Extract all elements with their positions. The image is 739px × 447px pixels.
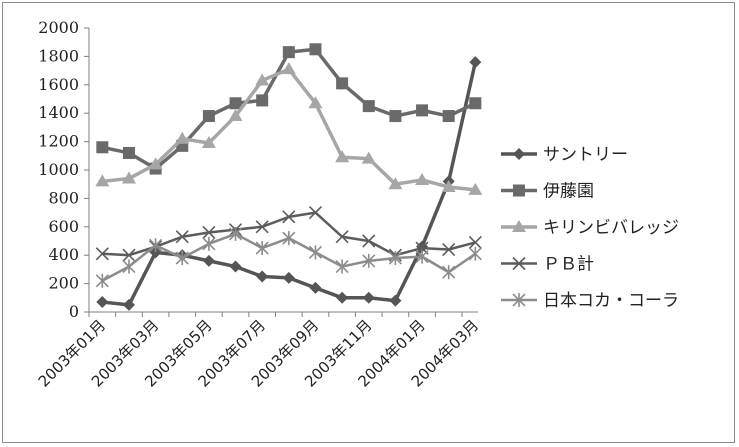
data-point-series-2 — [122, 146, 135, 159]
data-point-series-5 — [415, 249, 429, 264]
legend-marker — [512, 293, 526, 307]
data-point-series-4 — [308, 206, 323, 220]
y-tick-label: 1800 — [38, 46, 79, 65]
legend-marker — [512, 220, 526, 232]
y-tick-label: 1600 — [38, 75, 79, 94]
data-point-series-5 — [362, 253, 376, 268]
data-point-series-1 — [389, 294, 402, 307]
data-point-series-5 — [149, 238, 163, 253]
chart-frame — [2, 2, 735, 443]
data-point-series-5 — [282, 231, 296, 246]
data-point-series-3 — [175, 131, 190, 144]
data-point-series-5 — [228, 226, 243, 241]
legend-label: 日本コカ・コーラ — [543, 291, 679, 311]
data-point-series-3 — [388, 177, 403, 190]
data-point-series-3 — [281, 62, 296, 75]
data-point-series-3 — [308, 96, 323, 109]
data-point-series-3 — [148, 157, 163, 170]
y-tick-label: 400 — [48, 245, 79, 264]
data-point-series-4 — [95, 247, 109, 261]
data-point-series-2 — [416, 104, 429, 117]
data-point-series-5 — [308, 245, 323, 260]
data-point-series-3 — [121, 171, 136, 184]
legend-label: 伊藤園 — [543, 182, 594, 202]
y-tick-label: 800 — [48, 188, 79, 207]
legend-label: キリンビバレッジ — [543, 218, 679, 238]
data-point-series-5 — [468, 246, 482, 261]
data-point-series-3 — [361, 151, 376, 164]
legend-marker — [512, 256, 526, 271]
data-point-series-2 — [389, 110, 402, 123]
data-point-series-3 — [255, 73, 270, 86]
data-point-series-4 — [255, 220, 269, 234]
legend-label: サントリー — [543, 145, 628, 165]
data-point-series-5 — [388, 251, 402, 266]
y-tick-label: 200 — [48, 274, 79, 293]
data-point-series-3 — [335, 150, 350, 163]
data-point-series-2 — [229, 97, 242, 110]
y-tick-label: 600 — [48, 217, 79, 236]
data-point-series-5 — [95, 273, 109, 288]
data-point-series-1 — [282, 271, 295, 284]
data-point-series-1 — [309, 281, 322, 294]
data-point-series-4 — [362, 234, 376, 248]
data-point-series-5 — [255, 241, 269, 256]
data-point-series-2 — [469, 97, 482, 110]
data-point-series-5 — [335, 259, 349, 274]
data-point-series-2 — [256, 94, 269, 107]
data-point-series-2 — [96, 141, 109, 154]
data-point-series-1 — [122, 298, 135, 311]
data-point-series-1 — [229, 260, 242, 273]
data-point-series-2 — [282, 46, 295, 59]
data-point-series-4 — [442, 242, 456, 257]
data-point-series-1 — [96, 296, 109, 309]
data-point-series-1 — [256, 270, 269, 283]
legend-marker — [513, 148, 525, 160]
data-point-series-2 — [362, 100, 375, 113]
data-point-series-1 — [202, 254, 215, 267]
y-tick-label: 1400 — [38, 103, 79, 122]
data-point-series-4 — [122, 248, 136, 262]
legend-marker — [513, 184, 525, 197]
legend-label: ＰＢ計 — [543, 255, 594, 275]
data-point-series-3 — [201, 136, 216, 149]
data-point-series-3 — [228, 109, 243, 122]
data-point-series-4 — [202, 225, 216, 240]
data-point-series-4 — [335, 230, 349, 244]
data-point-series-5 — [442, 265, 456, 280]
y-tick-label: 0 — [69, 302, 79, 321]
data-point-series-1 — [362, 291, 375, 304]
data-point-series-4 — [175, 230, 189, 244]
data-point-series-3 — [415, 172, 430, 185]
data-point-series-3 — [95, 174, 110, 187]
y-tick-label: 2000 — [38, 18, 79, 37]
data-point-series-1 — [469, 56, 482, 69]
data-point-series-1 — [336, 291, 349, 304]
data-point-series-3 — [468, 182, 483, 195]
data-point-series-4 — [282, 210, 296, 224]
data-point-series-2 — [309, 43, 322, 56]
data-point-series-5 — [122, 259, 136, 274]
data-point-series-5 — [202, 236, 216, 251]
y-tick-label: 1200 — [38, 132, 79, 151]
data-point-series-4 — [468, 235, 482, 249]
y-tick-label: 1000 — [38, 160, 79, 179]
data-point-series-5 — [175, 251, 189, 266]
data-point-series-2 — [202, 110, 215, 123]
data-point-series-2 — [442, 110, 455, 123]
data-point-series-3 — [441, 180, 456, 193]
data-point-series-2 — [336, 77, 349, 90]
